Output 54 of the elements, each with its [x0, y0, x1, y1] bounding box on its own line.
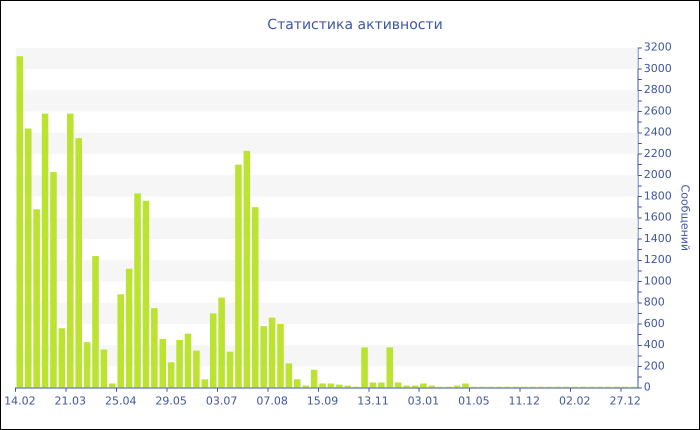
bar: [33, 209, 40, 388]
x-tick-label: 02.02: [559, 394, 590, 408]
y-tick-label: 0: [644, 380, 651, 394]
y-tick-label: 1600: [644, 210, 672, 224]
bar: [24, 128, 32, 388]
x-tick-label: 14.02: [4, 394, 36, 408]
y-tick-label: 200: [644, 359, 665, 372]
bar: [75, 138, 82, 388]
y-tick-label: 1800: [644, 189, 672, 202]
y-axis-title: Сообщений: [678, 184, 692, 252]
y-tick-label: 1000: [644, 274, 672, 288]
x-tick-label: 03.07: [206, 394, 238, 408]
x-tick-label: 13.11: [357, 394, 389, 408]
y-tick-label: 600: [644, 316, 665, 330]
y-tick-label: 3200: [644, 40, 672, 54]
bar: [67, 114, 74, 388]
y-tick-label: 800: [644, 296, 665, 309]
x-tick-label: 29.05: [155, 394, 187, 408]
y-tick-label: 2800: [644, 83, 672, 96]
bar: [168, 362, 174, 388]
bar: [244, 150, 250, 388]
x-tick-label: 03.01: [408, 394, 440, 408]
x-tick-label: 11.12: [508, 394, 540, 408]
y-tick-label: 2200: [644, 146, 672, 160]
bar: [378, 382, 385, 388]
bar: [151, 308, 158, 388]
y-tick-label: 400: [644, 338, 665, 352]
bar: [252, 207, 259, 388]
bar: [159, 338, 166, 388]
x-tick-label: 01.05: [458, 394, 490, 408]
bar: [386, 347, 394, 388]
y-tick-label: 2400: [644, 126, 672, 139]
x-tick-label: 27.12: [609, 394, 641, 408]
chart-title: Статистика активности: [267, 17, 443, 34]
y-tick-label: 2000: [644, 168, 672, 182]
bar: [202, 379, 208, 388]
y-tick-label: 3000: [644, 62, 672, 75]
y-tick-label: 1200: [644, 253, 672, 266]
y-tick-label: 2600: [644, 104, 672, 118]
bar: [210, 313, 216, 388]
x-tick-label: 21.03: [54, 394, 86, 408]
bar: [260, 326, 267, 388]
bar: [394, 382, 402, 388]
x-tick-label: 25.04: [104, 394, 136, 408]
x-tick-label: 15.09: [306, 394, 338, 408]
y-tick-label: 1400: [644, 232, 672, 245]
bar: [294, 379, 301, 388]
bar: [336, 384, 343, 388]
bar: [218, 297, 225, 388]
bar: [16, 56, 24, 388]
bar: [126, 268, 132, 388]
x-tick-label: 07.08: [256, 394, 288, 408]
bar: [109, 384, 116, 388]
bar: [117, 294, 124, 388]
